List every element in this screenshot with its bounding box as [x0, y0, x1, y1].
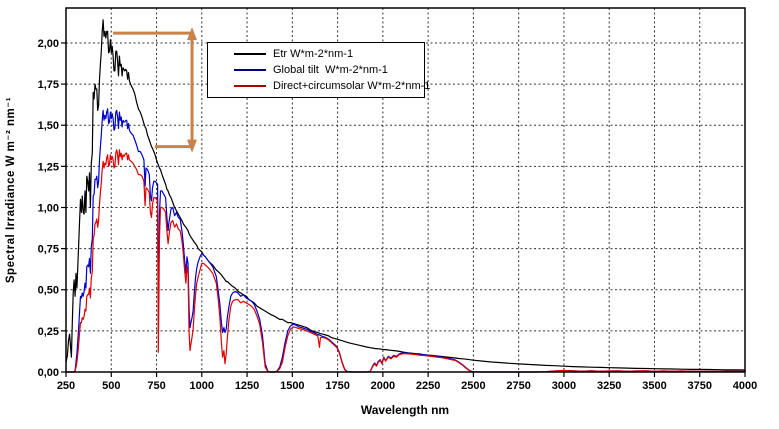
y-tick-label: 0,25 — [38, 326, 59, 338]
legend-item: Global tilt W*m-2*nm-1 — [234, 62, 424, 78]
y-tick-label: 0,00 — [38, 367, 59, 379]
series-direct-circumsolar-line — [66, 149, 745, 373]
x-tick-label: 1750 — [325, 380, 349, 392]
legend-line-global-tilt-icon — [234, 69, 266, 71]
axis-layer: 250 500 750 1000 1250 1500 1750 2000 2250 2500 275… — [38, 7, 757, 392]
legend-item: Direct+circumsolar W*m-2*nm-1 — [234, 78, 430, 94]
legend-line-direct-circumsolar-icon — [234, 85, 266, 87]
x-tick-label: 2750 — [506, 380, 530, 392]
x-tick-label: 1250 — [235, 380, 259, 392]
x-tick-label: 4000 — [733, 380, 757, 392]
x-tick-label: 2500 — [461, 380, 485, 392]
y-tick-label: 0,75 — [38, 244, 59, 256]
y-tick-label: 1,00 — [38, 202, 59, 214]
legend-label-global-tilt: Global tilt W*m-2*nm-1 — [273, 64, 388, 76]
y-axis-title: Spectral Irradiance W m⁻² nm⁻¹ — [5, 97, 17, 283]
x-tick-label: 3750 — [687, 380, 711, 392]
y-tick-label: 1,75 — [38, 79, 59, 91]
x-axis-title: Wavelength nm — [361, 403, 449, 417]
y-tick-label: 1,50 — [38, 120, 59, 132]
x-tick-label: 1000 — [190, 380, 214, 392]
legend-label-direct-circumsolar: Direct+circumsolar W*m-2*nm-1 — [273, 80, 431, 92]
y-tick-label: 0,50 — [38, 285, 59, 297]
x-tick-label: 250 — [57, 380, 75, 392]
legend-item: Etr W*m-2*nm-1 — [234, 46, 424, 62]
plot-border — [65, 7, 746, 373]
series-layer — [65, 19, 746, 373]
y-tick-label: 1,25 — [38, 161, 59, 173]
annotation-arrowhead-down-icon — [187, 139, 198, 153]
x-tick-label: 3000 — [552, 380, 576, 392]
x-tick-label: 2000 — [371, 380, 395, 392]
x-tick-label: 3250 — [597, 380, 621, 392]
annotation-layer — [113, 27, 198, 153]
x-tick-label: 2250 — [416, 380, 440, 392]
x-tick-label: 500 — [102, 380, 120, 392]
x-tick-label: 1500 — [280, 380, 304, 392]
legend: Etr W*m-2*nm-1 Global tilt W*m-2*nm-1 Di… — [207, 42, 430, 98]
x-tick-label: 3500 — [642, 380, 666, 392]
x-tick-label: 750 — [147, 380, 165, 392]
y-tick-label: 2,00 — [38, 38, 59, 50]
legend-line-etr-icon — [234, 53, 266, 55]
annotation-arrowhead-up-icon — [187, 27, 198, 41]
legend-label-etr: Etr W*m-2*nm-1 — [273, 48, 354, 60]
